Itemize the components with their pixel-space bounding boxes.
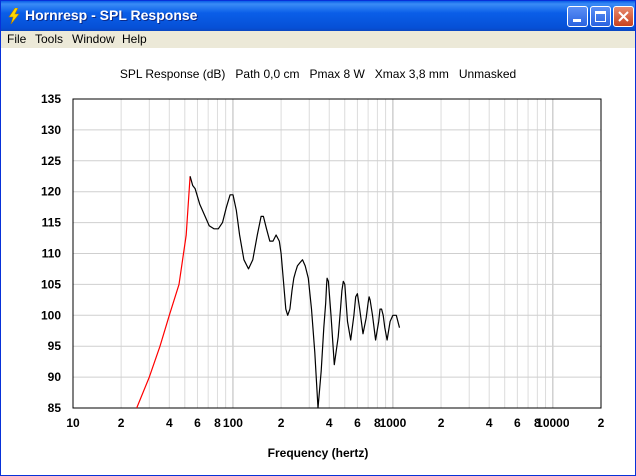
x-tick-label: 4: [486, 416, 493, 430]
maximize-button[interactable]: [590, 6, 611, 27]
x-tick-label: 10: [66, 416, 80, 430]
y-tick-label: 120: [41, 185, 61, 199]
y-tick-label: 115: [42, 216, 62, 230]
chart-grid: [72, 98, 602, 409]
chart-curves: [136, 176, 401, 409]
plot-frame: [72, 98, 602, 409]
x-tick-label: 1000: [380, 416, 407, 430]
y-tick-label: 130: [41, 123, 61, 137]
y-tick-label: 135: [41, 92, 61, 106]
maximize-icon: [595, 11, 606, 22]
y-tick-label: 105: [41, 277, 61, 291]
x-tick-label: 8: [374, 416, 381, 430]
spl-curve: [189, 176, 401, 409]
y-tick-label: 100: [41, 308, 61, 322]
x-tick-label: 2: [438, 416, 445, 430]
window-title: Hornresp - SPL Response: [25, 7, 198, 23]
close-button[interactable]: [613, 6, 634, 27]
menu-file[interactable]: File: [7, 32, 27, 46]
close-icon: [618, 11, 629, 22]
x-tick-label: 8: [534, 416, 541, 430]
minimize-icon: [573, 19, 581, 22]
x-tick-label: 4: [166, 416, 173, 430]
y-tick-label: 85: [48, 401, 62, 415]
x-tick-label: 2: [278, 416, 285, 430]
menu-tools[interactable]: Tools: [35, 32, 64, 46]
chart-title: SPL Response (dB) Path 0,0 cm Pmax 8 W X…: [119, 67, 517, 81]
x-axis-label: Frequency (hertz): [268, 446, 369, 460]
menu-help[interactable]: Help: [122, 32, 147, 46]
y-tick-label: 95: [48, 339, 62, 353]
menu-bar: File Tools Window Help: [1, 31, 635, 47]
x-tick-label: 6: [194, 416, 201, 430]
spl-curve-low: [136, 176, 191, 409]
y-tick-label: 110: [42, 247, 62, 261]
menu-window[interactable]: Window: [72, 32, 115, 46]
y-tick-labels: 85 90 95 100 105 110 115 120 125 130 135: [41, 92, 61, 415]
y-tick-label: 90: [48, 370, 62, 384]
x-tick-label: 2: [118, 416, 125, 430]
x-tick-label: 100: [223, 416, 243, 430]
x-tick-label: 6: [514, 416, 521, 430]
x-tick-label: 6: [354, 416, 361, 430]
x-tick-label: 10000: [536, 416, 570, 430]
x-tick-label: 2: [598, 416, 605, 430]
y-tick-label: 125: [41, 154, 61, 168]
lightning-icon: [8, 8, 20, 24]
x-tick-label: 4: [326, 416, 333, 430]
title-bar[interactable]: Hornresp - SPL Response: [1, 1, 635, 31]
chart-area: SPL Response (dB) Path 0,0 cm Pmax 8 W X…: [1, 48, 635, 475]
x-tick-label: 8: [214, 416, 221, 430]
minimize-button[interactable]: [567, 6, 588, 27]
